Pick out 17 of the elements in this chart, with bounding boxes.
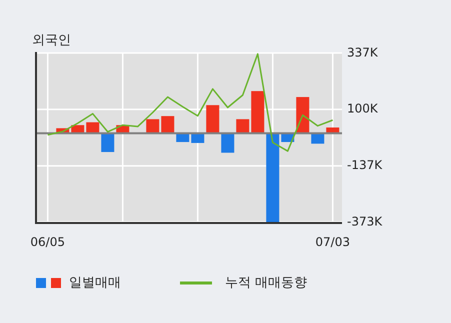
bar bbox=[101, 133, 114, 152]
y-tick-label: 337K bbox=[347, 45, 379, 60]
bar bbox=[206, 105, 220, 134]
y-tick-label: -137K bbox=[347, 158, 384, 172]
chart-title: 외국인 bbox=[32, 33, 71, 48]
legend-label: 일별매매 bbox=[69, 276, 121, 291]
legend-label: 누적 매매동향 bbox=[225, 276, 308, 291]
x-tick-label: 07/03 bbox=[315, 235, 350, 249]
x-tick-label: 06/05 bbox=[30, 235, 65, 249]
bar bbox=[251, 91, 264, 134]
y-tick-label: 100K bbox=[347, 102, 379, 116]
bar bbox=[266, 133, 280, 222]
bar bbox=[221, 133, 234, 153]
bar bbox=[161, 116, 174, 134]
bar bbox=[191, 133, 204, 143]
bar bbox=[311, 133, 324, 144]
y-tick-label: -373K bbox=[347, 214, 384, 228]
